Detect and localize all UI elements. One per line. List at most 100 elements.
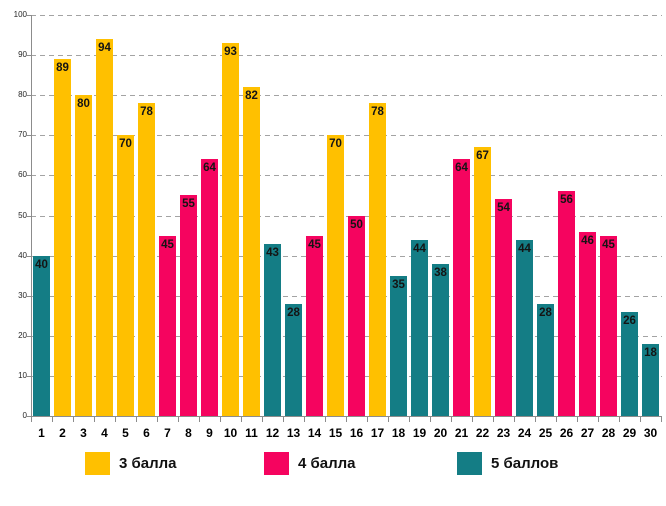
x-axis-tick: [346, 417, 347, 422]
x-axis-tick: [325, 417, 326, 422]
x-axis-label-6: 6: [143, 426, 150, 440]
x-axis-label-7: 7: [164, 426, 171, 440]
y-axis-tick-90: [26, 55, 31, 57]
bar-value-label-10: 93: [224, 46, 237, 59]
legend-label-3-balla: 3 балла: [119, 455, 177, 472]
bar-26: [557, 191, 576, 416]
x-axis-tick: [115, 417, 116, 422]
x-axis-label-11: 11: [245, 426, 258, 440]
bar-value-label-20: 38: [434, 266, 447, 279]
legend-label-4-balla: 4 балла: [298, 455, 356, 472]
x-axis-tick: [493, 417, 494, 422]
bar-value-label-22: 67: [476, 150, 489, 163]
x-axis-tick: [94, 417, 95, 422]
gridline-40: [31, 255, 662, 257]
x-axis-tick: [514, 417, 515, 422]
y-axis-tick-20: [26, 335, 31, 337]
x-axis-label-23: 23: [496, 426, 511, 440]
x-axis-line: [31, 416, 662, 417]
y-axis-tick-100: [26, 15, 31, 16]
legend-swatch-3-balla: [85, 452, 110, 475]
y-axis-label-100: 100: [13, 10, 27, 19]
bar-9: [200, 159, 219, 416]
plot-area: 0 10 20 30 40 50 60 70 80 90 100 40 1 89 2 80 3 94 4 70 5 78 6…: [13, 10, 662, 440]
bar-6: [137, 103, 156, 416]
gridline-90: [31, 55, 662, 57]
y-axis-label-60: 60: [18, 170, 27, 180]
bar-value-label-12: 43: [266, 246, 279, 259]
bar-10: [221, 43, 240, 416]
bar-14: [305, 235, 324, 416]
y-axis-tick-80: [26, 95, 31, 97]
x-axis-tick: [535, 417, 536, 422]
x-axis-tick: [31, 417, 32, 422]
bar-17: [368, 103, 387, 416]
x-axis-label-1: 1: [38, 426, 45, 440]
bar-value-label-17: 78: [371, 106, 384, 119]
x-axis-tick: [199, 417, 200, 422]
bar-15: [326, 135, 345, 416]
bar-value-label-1: 40: [35, 258, 48, 271]
x-axis-tick: [409, 417, 410, 422]
x-axis-tick: [451, 417, 452, 422]
x-axis-tick: [73, 417, 74, 422]
x-axis-tick: [241, 417, 242, 422]
x-axis-label-21: 21: [454, 426, 469, 440]
gridline-60: [31, 175, 662, 177]
x-axis-tick: [577, 417, 578, 422]
y-axis-label-50: 50: [18, 210, 27, 220]
bar-4: [95, 39, 114, 416]
legend-item-3-balla: 3 балла: [85, 452, 177, 475]
x-axis-tick: [472, 417, 473, 422]
bar-25: [536, 303, 555, 416]
bar-7: [158, 235, 177, 416]
x-axis-label-30: 30: [643, 426, 658, 440]
y-axis-tick-30: [26, 295, 31, 297]
y-axis-tick-60: [26, 175, 31, 177]
x-axis-label-17: 17: [370, 426, 385, 440]
legend: 3 балла 4 балла 5 баллов: [0, 452, 666, 482]
y-axis-label-10: 10: [18, 370, 27, 380]
x-axis-label-13: 13: [286, 426, 301, 440]
bar-23: [494, 199, 513, 416]
x-axis-label-16: 16: [349, 426, 364, 440]
x-axis-tick: [661, 417, 662, 422]
x-axis-label-10: 10: [223, 426, 238, 440]
y-axis-tick-70: [26, 135, 31, 137]
x-axis-tick: [178, 417, 179, 422]
y-axis-label-90: 90: [18, 50, 27, 60]
bar-value-label-15: 70: [329, 138, 342, 151]
bar-12: [263, 243, 282, 416]
x-axis-tick: [220, 417, 221, 422]
x-axis-label-24: 24: [517, 426, 532, 440]
gridline-20: [31, 335, 662, 337]
y-axis-line: [31, 15, 32, 416]
gridline-70: [31, 135, 662, 137]
bar-8: [179, 195, 198, 416]
bar-value-label-24: 44: [518, 242, 531, 255]
gridline-50: [31, 215, 662, 217]
bar-13: [284, 303, 303, 416]
x-axis-label-18: 18: [391, 426, 406, 440]
x-axis-tick: [388, 417, 389, 422]
legend-label-5-ballov: 5 баллов: [491, 455, 559, 472]
x-axis-label-25: 25: [538, 426, 553, 440]
bar-value-label-7: 45: [161, 238, 174, 251]
x-axis-tick: [136, 417, 137, 422]
x-axis-label-4: 4: [101, 426, 108, 440]
bar-11: [242, 87, 261, 416]
x-axis-tick: [619, 417, 620, 422]
gridline-100: [31, 15, 662, 16]
y-axis-label-40: 40: [18, 250, 27, 260]
x-axis-label-5: 5: [122, 426, 129, 440]
x-axis-label-26: 26: [559, 426, 574, 440]
bar-value-label-8: 55: [182, 198, 195, 211]
x-axis-label-8: 8: [185, 426, 192, 440]
bar-value-label-19: 44: [413, 242, 426, 255]
x-axis-tick: [430, 417, 431, 422]
bar-2: [53, 59, 72, 416]
bar-27: [578, 231, 597, 416]
bar-1: [32, 255, 51, 416]
bar-value-label-29: 26: [623, 314, 636, 327]
bar-value-label-16: 50: [350, 218, 363, 231]
